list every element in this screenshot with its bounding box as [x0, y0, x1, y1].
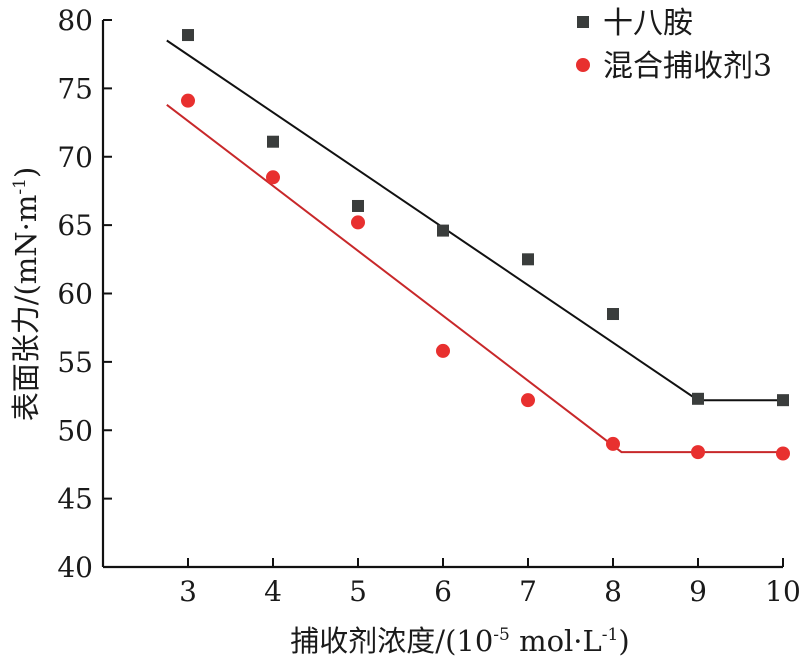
series-2-point	[691, 445, 705, 460]
series-2-point	[436, 343, 450, 358]
series-2-point	[606, 436, 620, 451]
x-tick-label: 5	[349, 575, 367, 608]
series-1-point	[182, 29, 194, 42]
y-tick-label: 70	[57, 141, 93, 174]
series-1-point	[607, 308, 619, 321]
series-2-point	[776, 446, 790, 461]
series-1-point	[267, 135, 279, 148]
y-tick-label: 45	[57, 483, 93, 516]
legend-label-2: 混合捕收剂3	[603, 49, 772, 84]
x-axis-title: 捕收剂浓度/(10-5 mol·L-1)	[290, 624, 629, 658]
series-1-point	[522, 253, 534, 266]
legend-marker-2	[576, 58, 590, 72]
x-tick-label: 4	[264, 575, 282, 608]
fit-line-2	[166, 104, 788, 454]
x-tick-label: 6	[434, 575, 452, 608]
x-tick-label: 10	[765, 575, 800, 608]
x-tick-label: 8	[604, 575, 622, 608]
series-1-point	[437, 224, 449, 237]
series-2-point	[521, 393, 535, 408]
legend-label-1: 十八胺	[603, 6, 693, 41]
fit-line-1	[166, 39, 788, 402]
y-tick-label: 65	[57, 209, 93, 242]
series-1-point	[692, 392, 704, 405]
y-tick-label: 60	[57, 278, 93, 311]
y-tick-label: 40	[57, 551, 93, 584]
x-tick-label: 7	[519, 575, 537, 608]
y-tick-label: 50	[57, 414, 93, 447]
series-1-point	[352, 199, 364, 212]
series-2-point	[351, 215, 365, 230]
series-2-point	[181, 93, 195, 108]
y-tick-label: 80	[57, 4, 93, 37]
y-tick-label: 75	[57, 72, 93, 105]
y-tick-label: 55	[57, 346, 93, 379]
x-tick-label: 9	[689, 575, 707, 608]
fit-lines	[166, 39, 788, 454]
x-tick-label: 3	[179, 575, 197, 608]
series-1-point	[777, 394, 789, 407]
legend-marker-1	[577, 16, 589, 28]
data-points	[181, 29, 790, 461]
series-2-point	[266, 170, 280, 185]
y-axis-title: 表面张力/(mN·m-1)	[9, 167, 43, 422]
